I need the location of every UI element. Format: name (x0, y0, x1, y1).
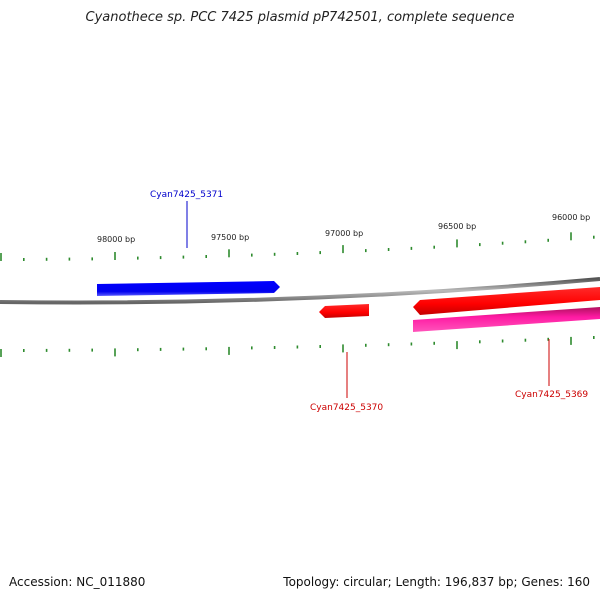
gene-arrow-cyan7425-5369[interactable] (413, 287, 600, 315)
gene-label-cyan7425-5369[interactable]: Cyan7425_5369 (515, 390, 588, 400)
accession-text: Accession: NC_011880 (9, 575, 146, 589)
gene-cyan7425-5371[interactable]: Cyan7425_5371 (97, 190, 280, 296)
ruler-labels: 98000 bp 97500 bp 97000 bp 96500 bp 9600… (97, 213, 590, 244)
gene-arrow-cyan7425-5370[interactable] (319, 304, 369, 318)
ruler-label-98000: 98000 bp (97, 235, 135, 244)
gene-cyan7425-5370[interactable]: Cyan7425_5370 (310, 304, 383, 413)
plasmid-backbone (0, 277, 600, 305)
gene-arrow-cyan7425-5371[interactable] (97, 281, 280, 296)
map-title: Cyanothece sp. PCC 7425 plasmid pP742501… (85, 10, 515, 25)
topology-summary: Topology: circular; Length: 196,837 bp; … (283, 575, 590, 589)
gene-label-cyan7425-5371[interactable]: Cyan7425_5371 (150, 190, 223, 200)
gene-cyan7425-5369[interactable]: Cyan7425_5369 (413, 287, 600, 400)
ruler-label-97500: 97500 bp (211, 233, 249, 242)
inner-tick-row (0, 336, 595, 357)
ruler-label-96500: 96500 bp (438, 222, 476, 231)
feature-band-pink[interactable] (413, 307, 600, 332)
gene-label-cyan7425-5370[interactable]: Cyan7425_5370 (310, 403, 383, 413)
ruler-label-97000: 97000 bp (325, 229, 363, 238)
ruler-label-96000: 96000 bp (552, 213, 590, 222)
outer-tick-row (0, 232, 595, 261)
